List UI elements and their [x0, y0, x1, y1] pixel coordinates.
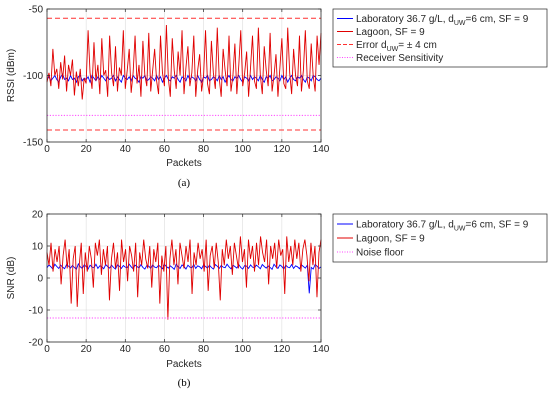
- x-tick-label: 100: [234, 144, 251, 155]
- legend-label-0: Laboratory 36.7 g/L, dUW=6 cm, SF = 9: [356, 220, 529, 233]
- legend-label-2: Error dUW= ± 4 cm: [356, 40, 437, 53]
- x-tick-label: 40: [120, 144, 132, 155]
- series-line-1: [46, 24, 322, 100]
- x-axis-label: Packets: [166, 158, 202, 169]
- legend-label-0: Laboratory 36.7 g/L, dUW=6 cm, SF = 9: [356, 14, 529, 27]
- y-tick-label: 20: [32, 210, 44, 221]
- rssi-chart: 0 20 40 60 80 100 120 140 -50 -100 -150 Packets RSSI…: [6, 5, 548, 189]
- y-tick-label: 10: [32, 242, 44, 253]
- y-tick-label: -20: [29, 338, 44, 349]
- figure-caption: (b): [178, 377, 191, 389]
- x-tick-label: 140: [313, 344, 330, 355]
- y-tick-label: -100: [23, 71, 43, 82]
- legend-label-1: Lagoon, SF = 9: [356, 234, 425, 245]
- x-tick-label: 0: [44, 144, 50, 155]
- legend-label-1: Lagoon, SF = 9: [356, 27, 425, 38]
- x-tick-label: 60: [159, 344, 171, 355]
- snr-chart: 0 20 40 60 80 100 120 14020100-10-20PacketsSNR …: [6, 210, 548, 389]
- x-tick-label: 140: [313, 144, 330, 155]
- x-tick-label: 20: [81, 144, 93, 155]
- x-axis-label: Packets: [166, 359, 202, 370]
- x-tick-label: 60: [159, 144, 171, 155]
- x-tick-label: 20: [81, 344, 93, 355]
- x-tick-label: 80: [198, 144, 210, 155]
- y-axis-label: SNR (dB): [6, 257, 17, 300]
- x-tick-label: 40: [120, 344, 132, 355]
- y-axis-label: RSSI (dBm): [6, 49, 17, 102]
- y-tick-label: -10: [29, 306, 44, 317]
- legend-box: [332, 213, 548, 263]
- legend-label-2: Noise floor: [356, 248, 404, 259]
- legend-box: [332, 8, 548, 68]
- x-tick-label: 80: [198, 344, 210, 355]
- y-tick-label: -50: [29, 5, 44, 16]
- x-tick-label: 0: [44, 344, 50, 355]
- legend-label-3: Receiver Sensitivity: [356, 53, 443, 64]
- x-tick-label: 100: [234, 344, 251, 355]
- y-tick-label: 0: [37, 274, 43, 285]
- x-tick-label: 120: [274, 144, 291, 155]
- figure-caption: (a): [178, 177, 191, 189]
- y-tick-label: -150: [23, 138, 43, 149]
- series-line-1: [46, 236, 322, 320]
- x-tick-label: 120: [274, 344, 291, 355]
